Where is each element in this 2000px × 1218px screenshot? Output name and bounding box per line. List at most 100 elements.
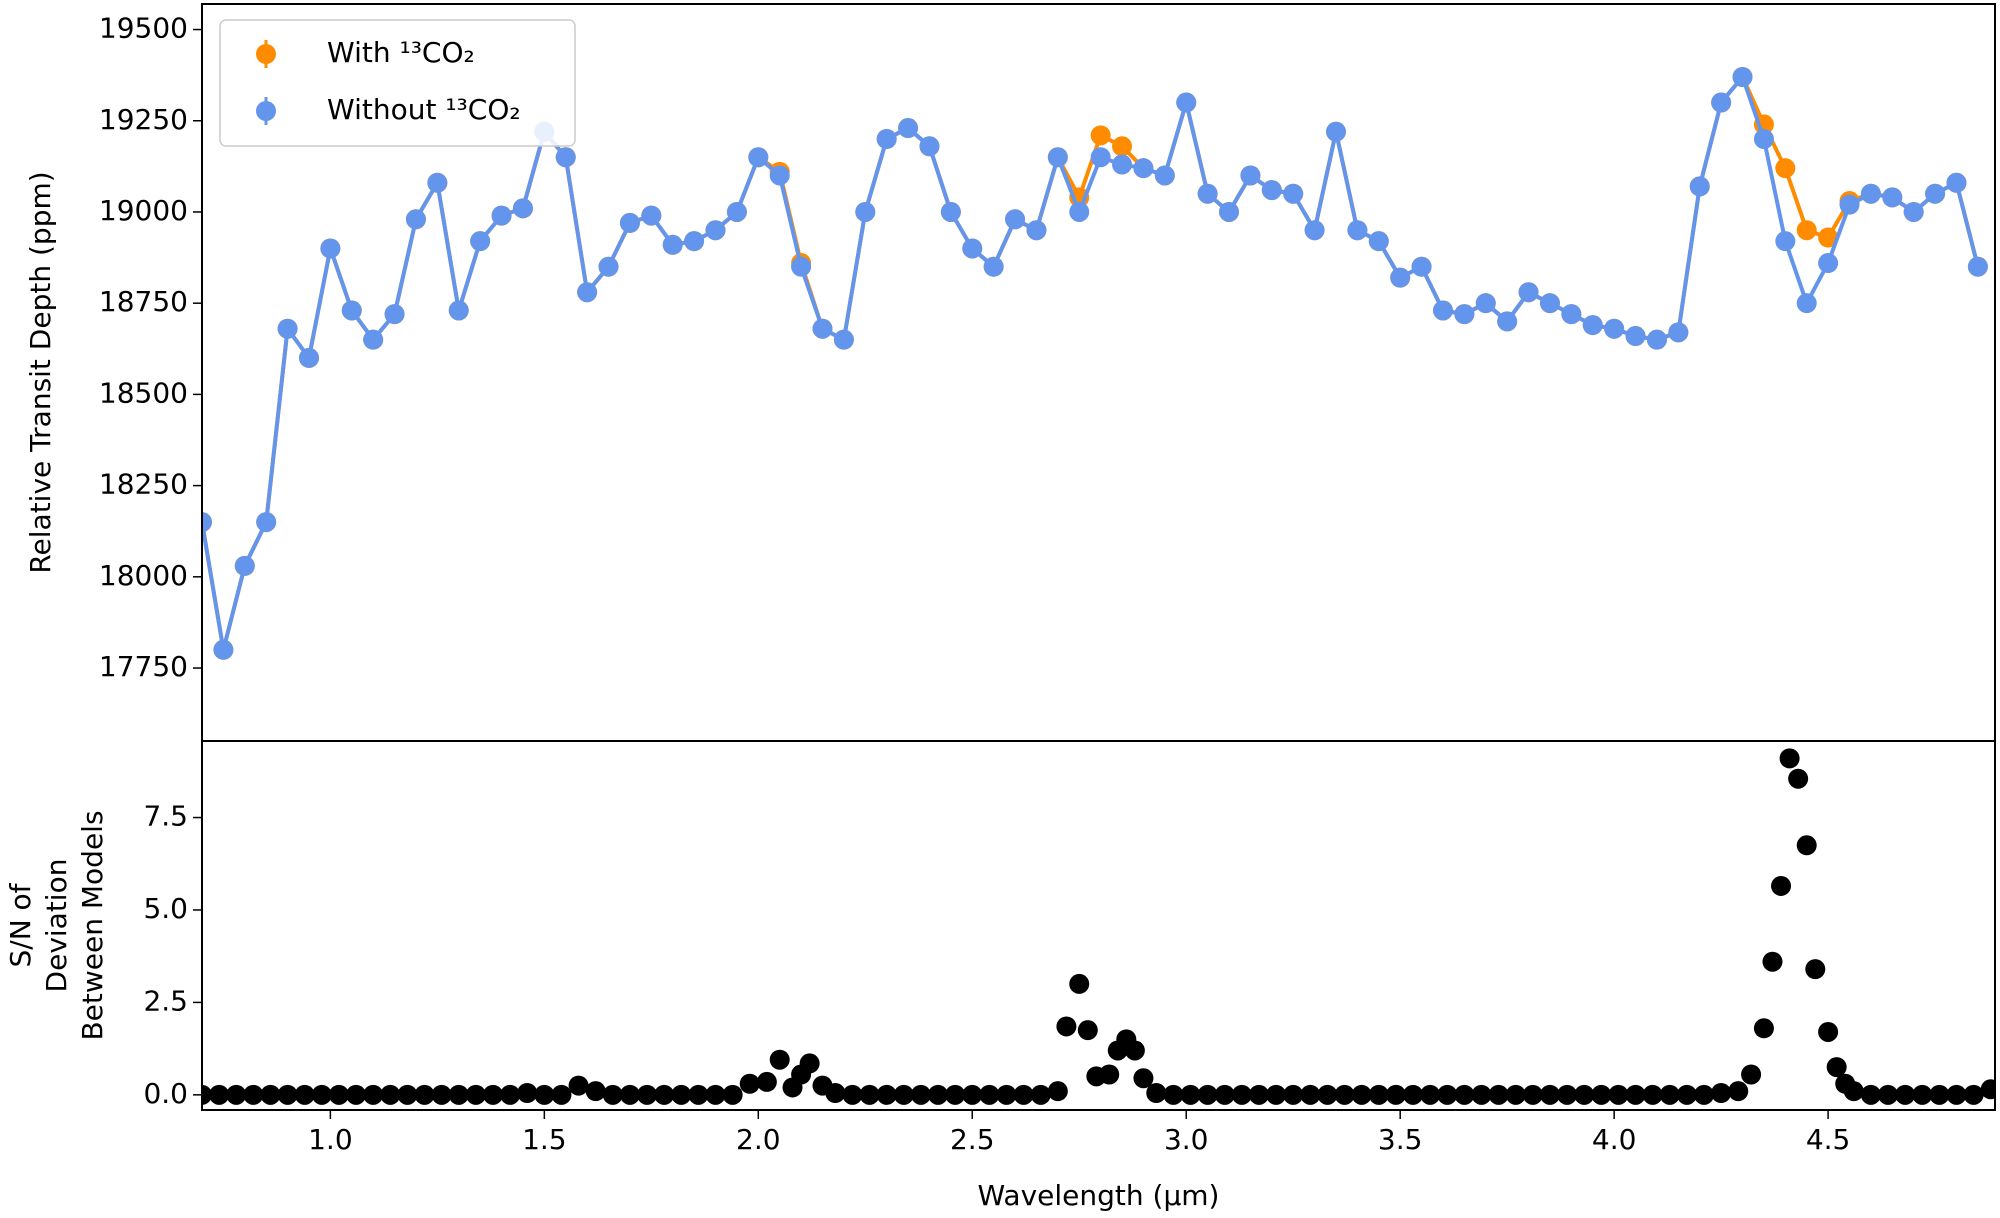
point bbox=[1471, 1084, 1492, 1105]
point bbox=[945, 1084, 966, 1105]
point bbox=[1818, 1021, 1839, 1042]
marker bbox=[855, 201, 876, 222]
point bbox=[1796, 835, 1817, 856]
y-tick-label: 18000 bbox=[99, 559, 188, 592]
marker bbox=[277, 318, 298, 339]
point bbox=[962, 1084, 983, 1105]
legend-label: With ¹³CO₂ bbox=[327, 36, 475, 69]
marker bbox=[1026, 220, 1047, 241]
point bbox=[1013, 1084, 1034, 1105]
x-axis-label: Wavelength (μm) bbox=[978, 1179, 1220, 1212]
marker bbox=[1946, 172, 1967, 193]
point bbox=[1929, 1084, 1950, 1105]
x-tick-label: 1.0 bbox=[308, 1123, 353, 1156]
point bbox=[928, 1084, 949, 1105]
point bbox=[1197, 1084, 1218, 1105]
y-tick-label: 5.0 bbox=[143, 892, 188, 925]
marker bbox=[1411, 256, 1432, 277]
marker bbox=[1775, 231, 1796, 252]
series-line bbox=[202, 74, 1980, 652]
marker bbox=[1561, 304, 1582, 325]
point bbox=[1826, 1057, 1847, 1078]
point bbox=[1659, 1084, 1680, 1105]
point bbox=[1047, 1081, 1068, 1102]
marker bbox=[1732, 66, 1753, 87]
marker bbox=[405, 209, 426, 230]
marker bbox=[1860, 183, 1881, 204]
marker bbox=[1133, 158, 1154, 179]
y-tick-label: 18500 bbox=[99, 376, 188, 409]
marker bbox=[577, 282, 598, 303]
marker bbox=[1582, 315, 1603, 336]
marker bbox=[512, 198, 533, 219]
point bbox=[1030, 1084, 1051, 1105]
marker bbox=[1775, 158, 1796, 179]
marker bbox=[962, 238, 983, 259]
point bbox=[1608, 1084, 1629, 1105]
point bbox=[1522, 1084, 1543, 1105]
point bbox=[859, 1084, 880, 1105]
point bbox=[1779, 748, 1800, 769]
point bbox=[551, 1084, 572, 1105]
marker bbox=[1646, 329, 1667, 350]
point bbox=[1788, 768, 1809, 789]
point bbox=[756, 1071, 777, 1092]
point bbox=[585, 1081, 606, 1102]
point bbox=[1163, 1084, 1184, 1105]
marker bbox=[1925, 183, 1946, 204]
point bbox=[380, 1084, 401, 1105]
point bbox=[1753, 1018, 1774, 1039]
point bbox=[602, 1084, 623, 1105]
marker bbox=[555, 147, 576, 168]
x-tick-label: 2.5 bbox=[950, 1123, 995, 1156]
marker bbox=[641, 205, 662, 226]
marker bbox=[662, 234, 683, 255]
point bbox=[1231, 1084, 1252, 1105]
x-tick-label: 4.5 bbox=[1806, 1123, 1851, 1156]
marker bbox=[940, 201, 961, 222]
marker bbox=[1753, 128, 1774, 149]
marker bbox=[919, 136, 940, 157]
point bbox=[1403, 1084, 1424, 1105]
point bbox=[414, 1084, 435, 1105]
point bbox=[1980, 1079, 1995, 1100]
point bbox=[654, 1084, 675, 1105]
y-tick-label: 19000 bbox=[99, 194, 188, 227]
marker bbox=[1497, 311, 1518, 332]
marker bbox=[298, 347, 319, 368]
point bbox=[722, 1084, 743, 1105]
marker bbox=[320, 238, 341, 259]
point bbox=[448, 1084, 469, 1105]
point bbox=[1368, 1084, 1389, 1105]
point bbox=[534, 1084, 555, 1105]
point bbox=[294, 1084, 315, 1105]
marker bbox=[491, 205, 512, 226]
marker bbox=[1689, 176, 1710, 197]
point bbox=[1539, 1084, 1560, 1105]
marker bbox=[234, 555, 255, 576]
marker bbox=[748, 147, 769, 168]
marker bbox=[1325, 121, 1346, 142]
point bbox=[842, 1084, 863, 1105]
point bbox=[568, 1075, 589, 1096]
marker bbox=[1304, 220, 1325, 241]
point bbox=[1860, 1084, 1881, 1105]
marker bbox=[1796, 220, 1817, 241]
point bbox=[1351, 1084, 1372, 1105]
point bbox=[1505, 1084, 1526, 1105]
marker bbox=[726, 201, 747, 222]
marker bbox=[1903, 201, 1924, 222]
legend-label: Without ¹³CO₂ bbox=[327, 93, 521, 126]
marker bbox=[1368, 231, 1389, 252]
marker bbox=[619, 212, 640, 233]
point bbox=[979, 1084, 1000, 1105]
marker bbox=[363, 329, 384, 350]
marker bbox=[1197, 183, 1218, 204]
y-tick-label: 7.5 bbox=[143, 800, 188, 833]
point bbox=[876, 1084, 897, 1105]
point bbox=[431, 1084, 452, 1105]
marker bbox=[1112, 154, 1133, 175]
marker bbox=[1539, 293, 1560, 314]
point bbox=[1642, 1084, 1663, 1105]
